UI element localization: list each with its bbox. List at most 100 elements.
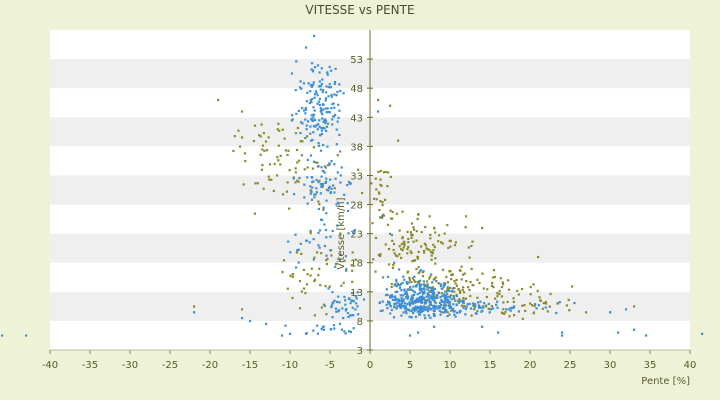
data-point bbox=[430, 258, 433, 261]
data-point bbox=[334, 67, 337, 71]
data-point bbox=[401, 236, 404, 239]
data-point bbox=[455, 303, 458, 306]
data-point bbox=[312, 146, 316, 149]
data-point bbox=[428, 215, 431, 218]
data-point bbox=[304, 118, 307, 121]
data-point bbox=[427, 314, 430, 317]
data-point bbox=[400, 304, 403, 308]
data-point bbox=[403, 307, 406, 310]
data-point bbox=[424, 225, 427, 229]
data-point bbox=[482, 306, 485, 309]
data-point bbox=[396, 290, 399, 293]
data-point bbox=[408, 303, 411, 306]
data-point bbox=[465, 305, 468, 308]
data-point bbox=[242, 183, 245, 186]
data-point bbox=[319, 183, 322, 186]
data-point bbox=[546, 310, 549, 313]
data-point bbox=[464, 313, 467, 316]
data-point bbox=[309, 192, 312, 195]
data-point bbox=[379, 309, 383, 313]
data-point bbox=[345, 307, 348, 311]
data-point bbox=[521, 317, 524, 320]
data-point bbox=[486, 288, 489, 291]
data-point bbox=[453, 313, 456, 316]
data-point bbox=[322, 126, 325, 129]
data-point bbox=[445, 275, 448, 279]
data-point bbox=[504, 311, 507, 314]
data-point bbox=[408, 276, 411, 279]
data-point bbox=[398, 229, 401, 232]
data-point bbox=[310, 267, 313, 270]
data-point bbox=[417, 299, 420, 302]
data-point bbox=[434, 302, 437, 305]
data-point bbox=[317, 200, 320, 203]
data-point bbox=[370, 182, 373, 185]
data-point bbox=[523, 304, 526, 307]
data-point bbox=[447, 300, 451, 304]
data-point bbox=[281, 270, 284, 274]
data-point bbox=[316, 94, 319, 97]
data-point bbox=[331, 316, 334, 319]
data-point bbox=[259, 135, 262, 138]
data-point bbox=[431, 295, 434, 298]
data-point bbox=[337, 310, 340, 313]
data-point bbox=[571, 285, 574, 288]
data-point bbox=[424, 317, 427, 320]
data-point bbox=[326, 107, 329, 110]
data-point bbox=[309, 189, 312, 192]
data-point bbox=[395, 280, 398, 283]
data-point bbox=[330, 93, 333, 97]
data-point bbox=[294, 233, 297, 236]
data-point bbox=[389, 312, 392, 315]
data-point bbox=[302, 109, 306, 112]
data-point bbox=[444, 310, 447, 313]
data-point bbox=[241, 308, 244, 311]
data-point bbox=[305, 135, 309, 138]
data-point bbox=[403, 288, 406, 291]
data-point bbox=[410, 301, 413, 305]
data-point bbox=[432, 312, 435, 316]
data-point bbox=[317, 100, 321, 103]
data-point bbox=[521, 304, 524, 307]
data-point bbox=[460, 278, 463, 281]
data-point bbox=[384, 243, 387, 246]
data-point bbox=[357, 313, 360, 316]
data-point bbox=[442, 311, 445, 314]
data-point bbox=[329, 235, 332, 238]
data-point bbox=[402, 304, 405, 308]
data-point bbox=[449, 239, 452, 242]
data-point bbox=[406, 252, 409, 255]
data-point bbox=[264, 140, 268, 143]
data-point bbox=[320, 218, 324, 222]
data-point bbox=[424, 284, 428, 287]
data-point bbox=[389, 209, 392, 212]
data-point bbox=[413, 307, 416, 310]
data-point bbox=[263, 149, 266, 152]
data-point bbox=[301, 106, 304, 110]
data-point bbox=[312, 329, 315, 332]
data-point bbox=[507, 288, 511, 291]
data-point bbox=[294, 89, 297, 92]
data-point bbox=[240, 136, 244, 139]
data-point bbox=[327, 95, 330, 98]
data-point bbox=[412, 293, 416, 297]
data-point bbox=[404, 305, 407, 308]
data-point bbox=[449, 305, 452, 308]
data-point bbox=[375, 188, 378, 191]
data-point bbox=[458, 289, 461, 293]
data-point bbox=[324, 97, 328, 100]
data-point bbox=[317, 207, 321, 211]
data-point bbox=[409, 334, 412, 337]
data-point bbox=[429, 301, 432, 305]
data-point bbox=[402, 275, 405, 278]
data-point bbox=[438, 301, 442, 304]
data-point bbox=[609, 311, 612, 314]
data-point bbox=[446, 286, 449, 289]
data-point bbox=[339, 150, 342, 153]
data-point bbox=[508, 315, 511, 318]
data-point bbox=[420, 298, 424, 302]
data-point bbox=[335, 94, 338, 97]
data-point bbox=[533, 303, 537, 306]
data-point bbox=[322, 143, 325, 147]
data-point bbox=[297, 248, 300, 251]
